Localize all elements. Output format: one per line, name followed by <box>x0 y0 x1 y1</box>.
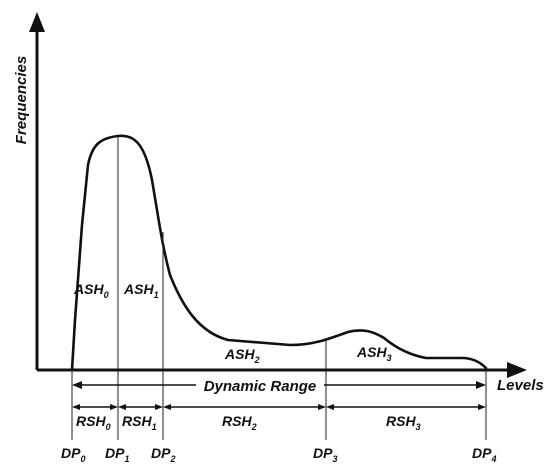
rsh0-arrow-right-head <box>110 404 118 410</box>
region-label-ash1: ASH1 <box>123 281 159 300</box>
rsh0-arrow-left-head <box>72 404 80 410</box>
rsh2-arrow-left-head <box>163 404 171 410</box>
rsh1-arrow-right-head <box>155 404 163 410</box>
region-label-ash2: ASH2 <box>224 346 260 365</box>
dp4-label: DP4 <box>472 445 496 464</box>
dynamic-range-label-bg <box>196 374 324 394</box>
rsh3-label: RSH3 <box>386 413 421 432</box>
rsh0-label: RSH0 <box>76 413 111 432</box>
dp1-label: DP1 <box>105 445 129 464</box>
dynamic-range-arrow-right-head <box>476 381 486 389</box>
histogram-curve <box>70 134 488 372</box>
dynamic-range-arrow-left-head <box>72 381 82 389</box>
y-axis-label: Frequencies <box>13 56 30 144</box>
region-label-ash3: ASH3 <box>356 344 392 363</box>
x-axis-label: Levels <box>497 377 544 394</box>
region-label-ash0: ASH0 <box>73 281 109 300</box>
rsh1-label: RSH1 <box>122 413 157 432</box>
rsh3-arrow-left-head <box>326 404 334 410</box>
rsh2-arrow-right-head <box>318 404 326 410</box>
dp0-label: DP0 <box>61 445 85 464</box>
dp2-label: DP2 <box>151 445 175 464</box>
dp3-label: DP3 <box>313 445 337 464</box>
dynamic-range-label: Dynamic Range <box>204 378 317 395</box>
rsh1-arrow-left-head <box>118 404 126 410</box>
y-axis-arrowhead <box>29 12 45 32</box>
rsh2-label: RSH2 <box>222 413 257 432</box>
x-axis-arrowhead <box>507 362 527 378</box>
rsh3-arrow-right-head <box>478 404 486 410</box>
